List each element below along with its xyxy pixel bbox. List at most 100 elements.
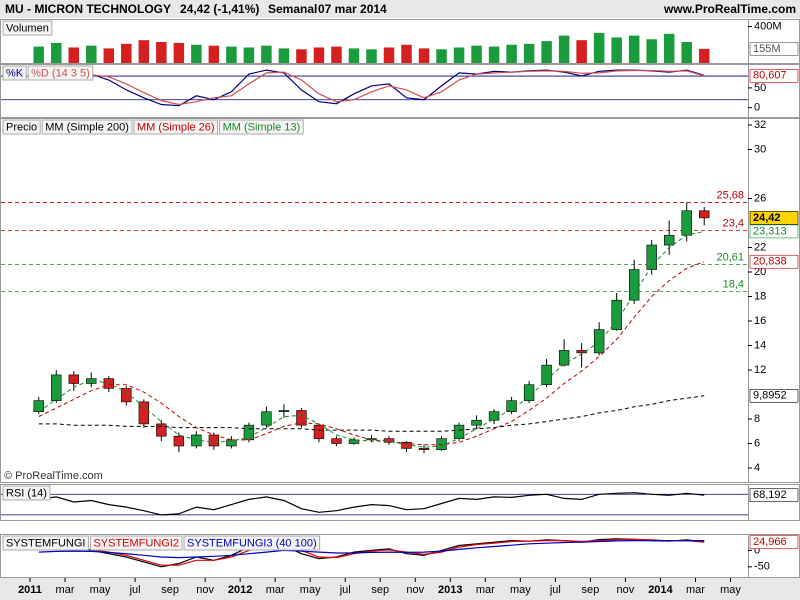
axis-frame (748, 118, 800, 483)
candle-body (51, 374, 62, 401)
candle-body (138, 401, 150, 425)
series-line (38, 492, 705, 516)
legend-box (2, 119, 41, 135)
x-tick-label: may (300, 584, 321, 596)
volume-bar (51, 42, 62, 63)
volume-bar (611, 37, 622, 63)
candle-body (506, 400, 517, 412)
x-tick-label: nov (406, 584, 424, 596)
x-tick-label: jul (129, 584, 141, 596)
legend-label: MM (Simple 13) (223, 121, 301, 133)
panel-frame (0, 118, 749, 483)
date: 07 mar 2014 (318, 2, 387, 16)
candle-body (541, 364, 552, 386)
volume-bar (506, 44, 517, 63)
reference-label: 18,4 (723, 279, 744, 291)
candle-body (681, 210, 692, 236)
candle-body (628, 269, 640, 301)
volume-bar (558, 35, 570, 63)
volume-bar (523, 43, 535, 63)
legend-box (89, 535, 183, 551)
volume-bar (681, 42, 692, 63)
volume-bar (401, 44, 412, 63)
candle-body (348, 439, 360, 444)
candle-body (191, 434, 202, 447)
price-tag (749, 224, 799, 239)
x-tick-label: may (720, 584, 741, 596)
volume-bar (313, 47, 325, 63)
volume-bar (331, 46, 342, 63)
legend-label: SYSTEMFUNGI2 (93, 537, 179, 549)
candle-body (663, 234, 675, 246)
price-tag (749, 488, 799, 503)
volume-bar (593, 32, 605, 63)
reference-label: 25,68 (716, 189, 744, 201)
y-tick-label: 4 (754, 462, 760, 474)
candle-body (33, 400, 44, 412)
x-tick-label: 2012 (228, 584, 252, 596)
volume-bar (646, 39, 657, 63)
y-tick-label: 0 (754, 102, 760, 114)
copyright: © ProRealTime.com (4, 470, 103, 482)
axis-frame (748, 19, 800, 64)
candle-body (68, 374, 79, 384)
volume-bar (243, 47, 255, 63)
y-tick-label: 16 (754, 315, 766, 327)
series-line (38, 230, 705, 448)
candle-body (471, 419, 482, 426)
y-tick-label: 32 (754, 119, 766, 131)
volume-bar (628, 35, 640, 63)
candle-body (278, 410, 290, 412)
volume-bar (33, 46, 45, 63)
candle-body (208, 434, 220, 447)
volume-bar (226, 46, 237, 63)
legend-label: SYSTEMFUNGI3 (40 100) (187, 537, 317, 549)
legend-box (219, 119, 304, 135)
price-tag (749, 42, 799, 56)
candle-body (331, 438, 342, 444)
legend-label: Volumen (6, 22, 49, 34)
x-tick-label: mar (686, 584, 705, 596)
candle-body (156, 423, 167, 437)
volume-bar (663, 33, 675, 63)
y-tick-label: 30 (754, 143, 766, 155)
volume-bar (261, 45, 272, 63)
y-tick-label: 26 (754, 192, 766, 204)
series-line (38, 395, 705, 432)
price-tag-label: 9,8952 (753, 390, 787, 402)
volume-bar (278, 48, 290, 63)
volume-bar (488, 46, 500, 63)
volume-bar (68, 47, 80, 63)
y-tick-label: -50 (754, 561, 770, 573)
x-tick-label: jul (339, 584, 351, 596)
price-tag-label: 20,838 (753, 256, 787, 268)
legend-box (2, 65, 27, 81)
volume-bar (191, 44, 202, 63)
volume-bar (366, 49, 377, 63)
price-tag-label: 155M (753, 43, 781, 55)
price-tag-label: 24,966 (753, 536, 787, 548)
volume-bar (418, 48, 430, 63)
price-tag-label: 80,607 (753, 70, 787, 82)
candle-body (576, 350, 587, 354)
volume-bar (121, 43, 132, 63)
legend-box (2, 535, 89, 551)
y-tick-label: 12 (754, 364, 766, 376)
series-line (38, 261, 705, 446)
y-tick-label: 14 (754, 339, 766, 351)
candle-body (121, 388, 132, 403)
volume-bar (208, 45, 220, 63)
y-tick-label: 50 (754, 82, 766, 94)
volume-bar (383, 47, 395, 63)
price-tag (749, 535, 799, 550)
legend-box (2, 20, 53, 36)
volume-bar (156, 42, 167, 63)
candle-body (418, 448, 430, 450)
x-axis-bar (0, 578, 800, 600)
volume-bar (576, 40, 587, 63)
price-tag-label: 68,192 (753, 489, 787, 501)
series-line (38, 69, 705, 106)
legend-label: RSI (14) (6, 487, 47, 499)
legend-label: Precio (6, 121, 37, 133)
